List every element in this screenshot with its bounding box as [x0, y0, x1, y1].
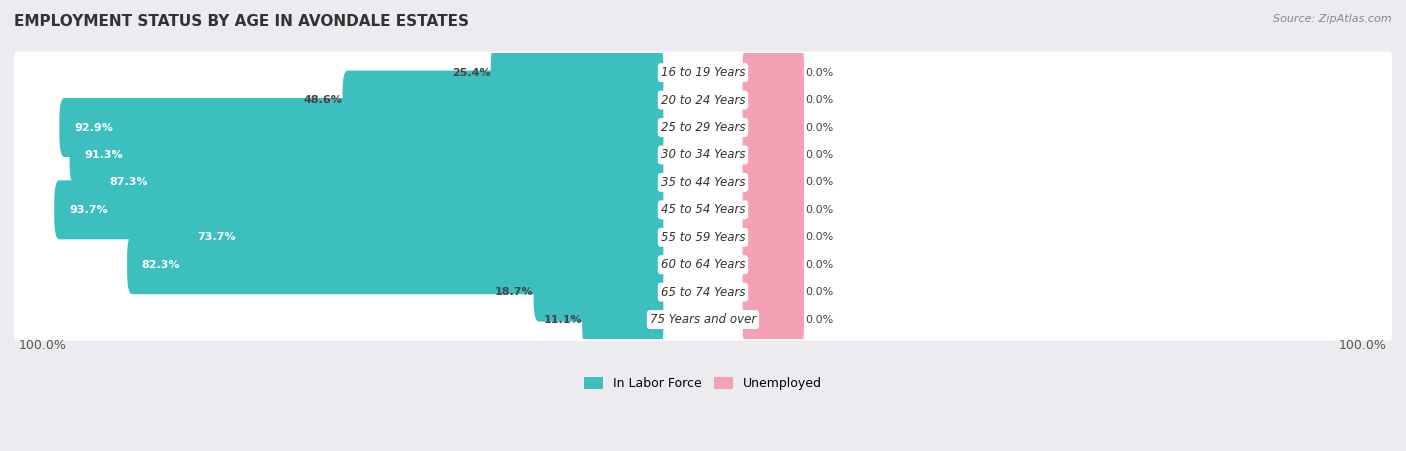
FancyBboxPatch shape: [742, 208, 804, 267]
Text: 20 to 24 Years: 20 to 24 Years: [661, 93, 745, 106]
Text: 0.0%: 0.0%: [806, 315, 834, 325]
Text: 0.0%: 0.0%: [806, 177, 834, 187]
Text: 55 to 59 Years: 55 to 59 Years: [661, 231, 745, 244]
Text: 0.0%: 0.0%: [806, 205, 834, 215]
Text: 0.0%: 0.0%: [806, 232, 834, 242]
Text: 0.0%: 0.0%: [806, 150, 834, 160]
FancyBboxPatch shape: [96, 153, 664, 212]
FancyBboxPatch shape: [582, 290, 664, 349]
FancyBboxPatch shape: [127, 235, 664, 294]
FancyBboxPatch shape: [742, 125, 804, 184]
FancyBboxPatch shape: [742, 98, 804, 157]
Text: 65 to 74 Years: 65 to 74 Years: [661, 285, 745, 299]
FancyBboxPatch shape: [55, 180, 664, 239]
FancyBboxPatch shape: [14, 51, 1392, 94]
FancyBboxPatch shape: [181, 208, 664, 267]
Text: 11.1%: 11.1%: [544, 315, 582, 325]
Text: 48.6%: 48.6%: [304, 95, 343, 105]
FancyBboxPatch shape: [14, 216, 1392, 258]
Text: 75 Years and over: 75 Years and over: [650, 313, 756, 326]
Text: 92.9%: 92.9%: [75, 123, 112, 133]
Text: 87.3%: 87.3%: [110, 177, 149, 187]
Text: 18.7%: 18.7%: [495, 287, 534, 297]
FancyBboxPatch shape: [491, 43, 664, 102]
Text: 93.7%: 93.7%: [69, 205, 107, 215]
FancyBboxPatch shape: [14, 161, 1392, 203]
Text: 16 to 19 Years: 16 to 19 Years: [661, 66, 745, 79]
FancyBboxPatch shape: [14, 106, 1392, 149]
FancyBboxPatch shape: [742, 262, 804, 322]
Text: 73.7%: 73.7%: [197, 232, 235, 242]
Text: EMPLOYMENT STATUS BY AGE IN AVONDALE ESTATES: EMPLOYMENT STATUS BY AGE IN AVONDALE EST…: [14, 14, 470, 28]
Text: 0.0%: 0.0%: [806, 287, 834, 297]
FancyBboxPatch shape: [14, 79, 1392, 121]
FancyBboxPatch shape: [69, 125, 664, 184]
Text: 30 to 34 Years: 30 to 34 Years: [661, 148, 745, 161]
FancyBboxPatch shape: [14, 134, 1392, 176]
FancyBboxPatch shape: [742, 43, 804, 102]
FancyBboxPatch shape: [742, 153, 804, 212]
FancyBboxPatch shape: [742, 290, 804, 349]
Legend: In Labor Force, Unemployed: In Labor Force, Unemployed: [579, 373, 827, 396]
Text: 82.3%: 82.3%: [142, 260, 180, 270]
Text: 35 to 44 Years: 35 to 44 Years: [661, 176, 745, 189]
FancyBboxPatch shape: [14, 299, 1392, 341]
Text: 0.0%: 0.0%: [806, 260, 834, 270]
Text: 25 to 29 Years: 25 to 29 Years: [661, 121, 745, 134]
FancyBboxPatch shape: [14, 244, 1392, 286]
Text: 100.0%: 100.0%: [1339, 339, 1386, 352]
FancyBboxPatch shape: [742, 70, 804, 129]
Text: 91.3%: 91.3%: [84, 150, 122, 160]
Text: 45 to 54 Years: 45 to 54 Years: [661, 203, 745, 216]
FancyBboxPatch shape: [343, 70, 664, 129]
Text: Source: ZipAtlas.com: Source: ZipAtlas.com: [1274, 14, 1392, 23]
Text: 0.0%: 0.0%: [806, 68, 834, 78]
Text: 25.4%: 25.4%: [453, 68, 491, 78]
FancyBboxPatch shape: [14, 271, 1392, 313]
FancyBboxPatch shape: [742, 235, 804, 294]
Text: 60 to 64 Years: 60 to 64 Years: [661, 258, 745, 271]
Text: 0.0%: 0.0%: [806, 123, 834, 133]
FancyBboxPatch shape: [534, 262, 664, 322]
FancyBboxPatch shape: [59, 98, 664, 157]
Text: 100.0%: 100.0%: [20, 339, 67, 352]
FancyBboxPatch shape: [14, 189, 1392, 231]
Text: 0.0%: 0.0%: [806, 95, 834, 105]
FancyBboxPatch shape: [742, 180, 804, 239]
